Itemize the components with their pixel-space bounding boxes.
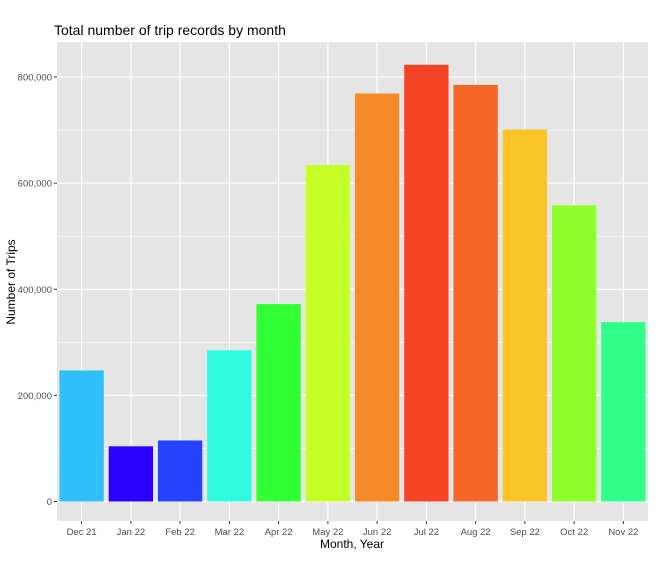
x-axis-label: Month, Year [320, 537, 384, 551]
bars [59, 64, 646, 502]
x-tick-label: Dec 21 [67, 527, 97, 538]
y-axis-label: Number of Trips [4, 239, 18, 324]
bar-oct-22 [551, 205, 597, 502]
bar-jul-22 [404, 64, 449, 502]
bar-jan-22 [108, 446, 154, 502]
chart-title: Total number of trip records by month [54, 22, 286, 38]
y-tick-label: 200,000 [18, 391, 52, 402]
plot-panel [57, 42, 648, 521]
bar-nov-22 [601, 322, 646, 502]
y-tick-label: 400,000 [18, 285, 52, 296]
bar-may-22 [305, 165, 351, 502]
x-tick-label: Jun 22 [363, 527, 392, 538]
bar-mar-22 [207, 350, 252, 502]
x-axis: Dec 21 Jan 22 Feb 22 Mar 22 Apr 22 May 22 Jun … [67, 521, 638, 538]
bar-jun-22 [354, 93, 400, 502]
x-tick-label: Jan 22 [117, 527, 146, 538]
grid-minor [57, 129, 648, 449]
y-tick-label: 600,000 [18, 179, 52, 190]
x-tick-label: Sep 22 [510, 527, 540, 538]
x-tick-label: Oct 22 [560, 527, 588, 538]
x-tick-label: Feb 22 [165, 527, 195, 538]
y-tick-label: 800,000 [18, 73, 52, 84]
x-tick-label: Mar 22 [215, 527, 245, 538]
x-tick-label: Aug 22 [461, 527, 491, 538]
bar-dec-21 [59, 370, 104, 502]
bar-feb-22 [157, 440, 203, 502]
y-axis: 0 200,000 400,000 600,000 800,000 [18, 73, 57, 508]
x-tick-label: Jul 22 [414, 527, 439, 538]
x-tick-label: Apr 22 [265, 527, 293, 538]
bar-apr-22 [256, 304, 301, 502]
bar-sep-22 [502, 129, 548, 502]
x-tick-label: May 22 [312, 527, 343, 538]
bar-aug-22 [453, 84, 498, 502]
x-tick-label: Nov 22 [608, 527, 638, 538]
y-tick-label: 0 [47, 497, 52, 508]
